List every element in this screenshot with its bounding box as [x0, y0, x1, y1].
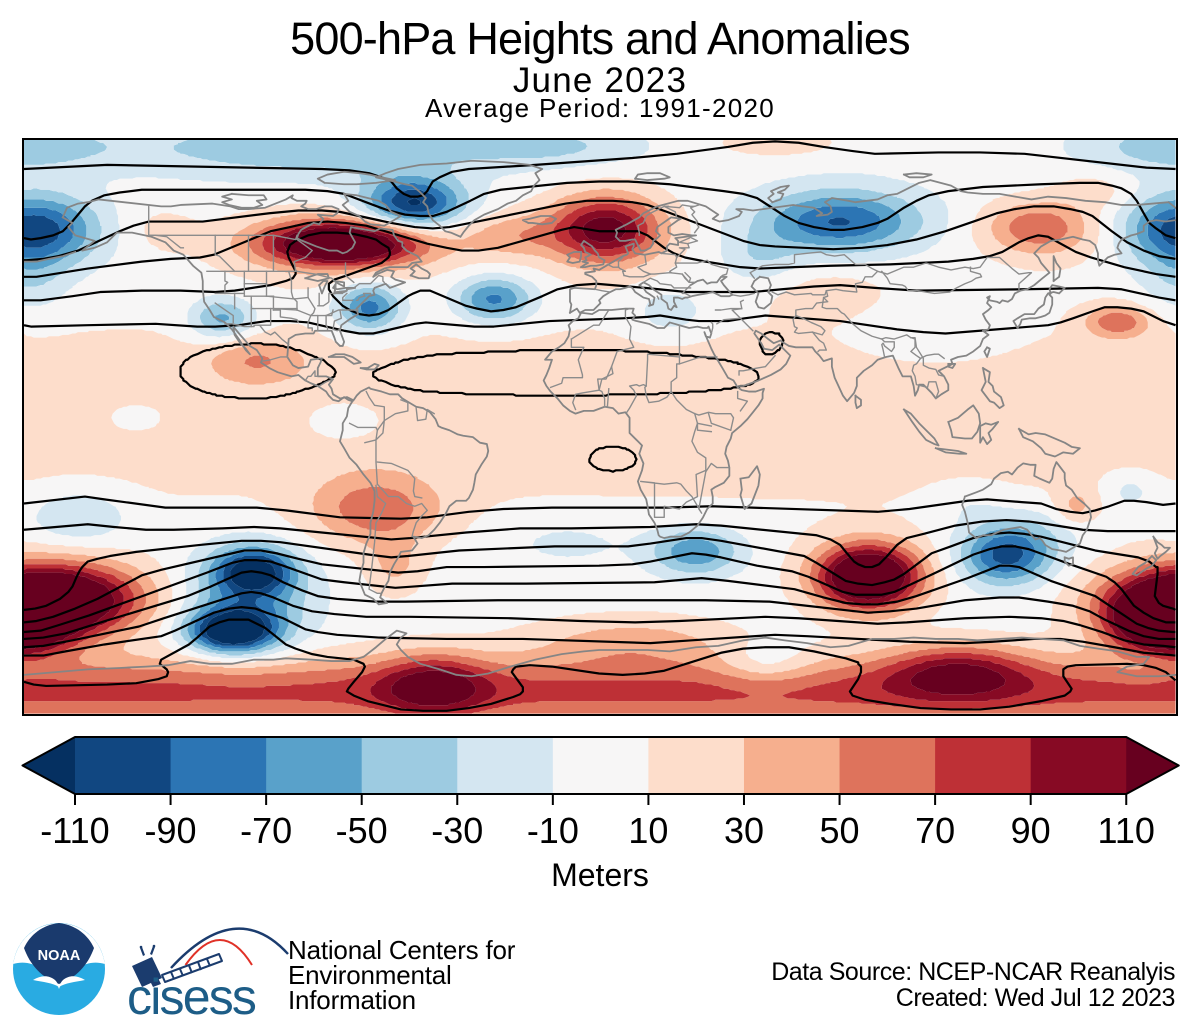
svg-text:50: 50 — [820, 810, 860, 851]
svg-text:70: 70 — [915, 810, 955, 851]
svg-text:-10: -10 — [527, 810, 579, 851]
svg-text:-90: -90 — [145, 810, 197, 851]
svg-text:-50: -50 — [336, 810, 388, 851]
svg-text:30: 30 — [724, 810, 764, 851]
svg-text:110: 110 — [1098, 810, 1155, 851]
svg-text:-110: -110 — [40, 810, 109, 851]
svg-text:NOAA: NOAA — [38, 948, 81, 964]
svg-text:10: 10 — [628, 810, 668, 851]
svg-text:-30: -30 — [431, 810, 483, 851]
svg-text:cisess: cisess — [127, 969, 256, 1023]
svg-text:-70: -70 — [240, 810, 292, 851]
svg-text:90: 90 — [1011, 810, 1051, 851]
svg-text:Meters: Meters — [551, 857, 649, 893]
